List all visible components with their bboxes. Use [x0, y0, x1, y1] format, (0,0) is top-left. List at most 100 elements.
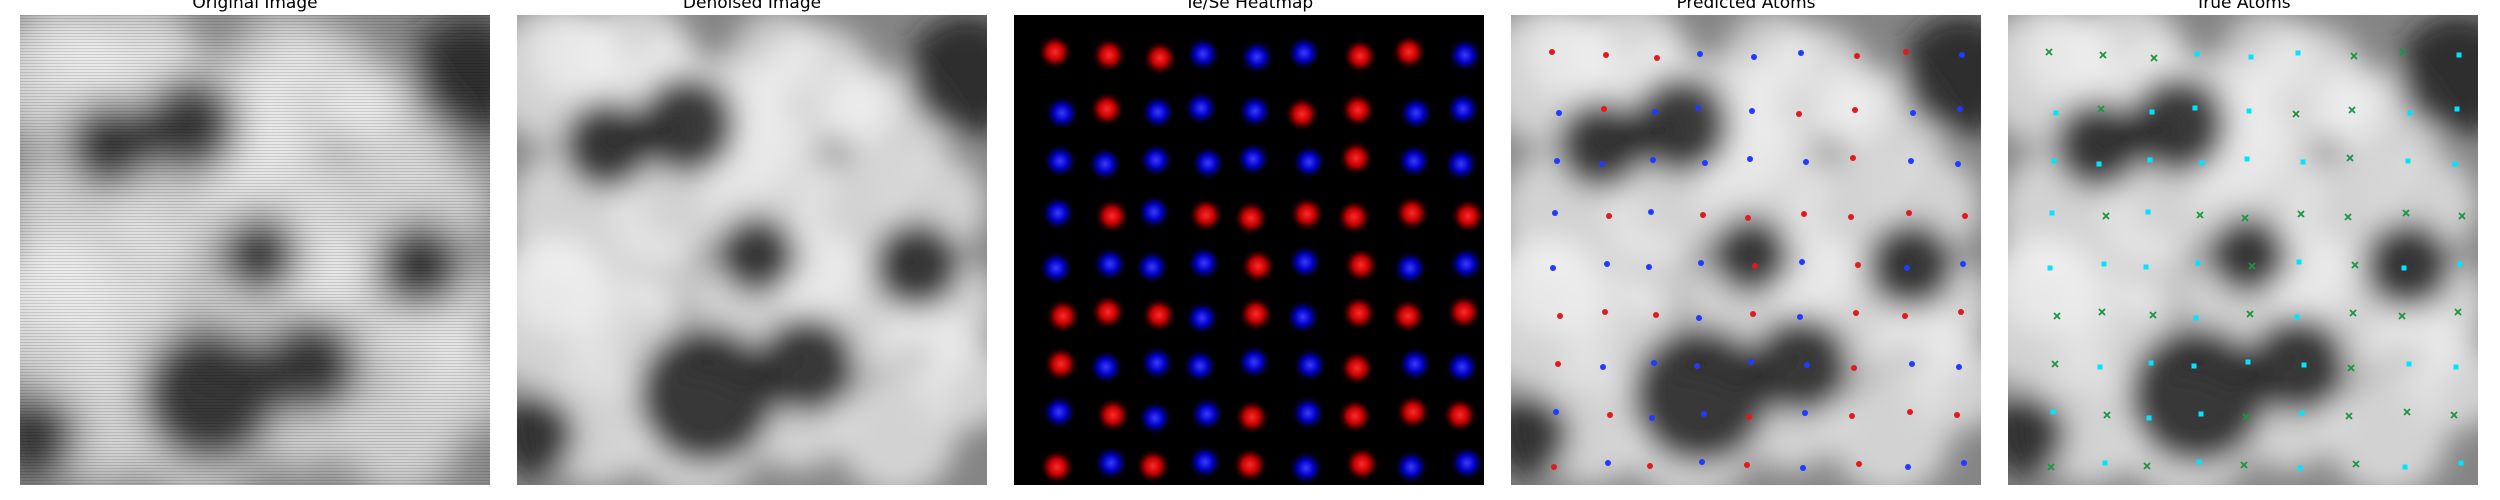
heatmap-spot — [1038, 250, 1074, 286]
heatmap-spot — [1139, 345, 1175, 381]
true-atom — [2454, 106, 2460, 112]
true-atom — [2199, 160, 2205, 166]
true-atom — [2191, 363, 2197, 369]
predicted-atom — [1797, 314, 1803, 320]
heatmap-spot — [1240, 248, 1276, 284]
heatmap-spot — [1184, 300, 1220, 336]
true-atom — [2452, 161, 2458, 167]
true-atom — [2402, 209, 2410, 217]
predicted-atom — [1601, 106, 1607, 112]
predicted-atom — [1552, 210, 1558, 216]
heatmap-spot — [1391, 34, 1427, 70]
true-atom — [2301, 362, 2307, 368]
predicted-atom — [1555, 361, 1561, 367]
heatmap-spot — [1442, 397, 1478, 433]
true-atom — [2150, 54, 2158, 62]
heatmap-spot — [1089, 91, 1125, 127]
predicted-atom — [1850, 155, 1856, 161]
predicted-atom — [1603, 52, 1609, 58]
true-atom — [2246, 310, 2254, 318]
heatmap-spot — [1339, 350, 1375, 386]
heatmap-spot — [1444, 349, 1480, 385]
true-atom — [2148, 360, 2154, 366]
true-atom — [2097, 105, 2105, 113]
predicted-atom — [1698, 260, 1704, 266]
true-atom — [2146, 415, 2152, 421]
heatmap-spot — [1042, 143, 1078, 179]
heatmap-spot — [1447, 37, 1483, 73]
heatmap-spot — [1238, 296, 1274, 332]
predicted-atom — [1553, 409, 1559, 415]
heatmap-spot — [1393, 449, 1429, 485]
heatmap-spot — [1189, 396, 1225, 432]
true-atom — [2241, 214, 2249, 222]
denoised-image — [517, 15, 987, 485]
heatmap-spot — [1136, 194, 1172, 230]
predicted-atom — [1853, 310, 1859, 316]
true-atom — [2192, 105, 2198, 111]
true-atom — [2049, 210, 2055, 216]
true-atom — [2294, 314, 2300, 320]
predicted-atom — [1600, 364, 1606, 370]
heatmap-spot — [1090, 294, 1126, 330]
heatmap-spot — [1186, 245, 1222, 281]
predicted-atom — [1551, 464, 1557, 470]
heatmap-spot — [1044, 95, 1080, 131]
panel-original: Original Image — [20, 0, 490, 500]
predicted-atom — [1856, 461, 1862, 467]
true-atom — [2051, 360, 2059, 368]
predicted-atom — [1557, 313, 1563, 319]
heatmap-spot — [1233, 200, 1269, 236]
true-atom — [2248, 262, 2256, 270]
predicted-atom — [1960, 261, 1966, 267]
true-atom — [2047, 265, 2053, 271]
true-atom — [2296, 259, 2302, 265]
predicted-atom — [1962, 213, 1968, 219]
true-atom — [2051, 158, 2057, 164]
true-atom — [2194, 51, 2200, 57]
panel-predicted: Predicted Atoms — [1511, 0, 1981, 500]
heatmap-spot — [1343, 247, 1379, 283]
heatmap-spot — [1236, 344, 1272, 380]
predicted-atom — [1648, 209, 1654, 215]
predicted-atom — [1799, 259, 1805, 265]
heatmap-spot — [1337, 398, 1373, 434]
predicted-atom — [1750, 311, 1756, 317]
predicted-atom — [1908, 158, 1914, 164]
true-atom — [2102, 212, 2110, 220]
predicted-atom — [1602, 309, 1608, 315]
true-atom — [2292, 110, 2300, 118]
true-atom — [2297, 465, 2303, 471]
predicted-atom — [1606, 213, 1612, 219]
true-atom — [2248, 54, 2254, 60]
heatmap-spot — [1341, 295, 1377, 331]
true-atom — [2198, 411, 2204, 417]
true-atom — [2099, 51, 2107, 59]
true-atom — [2403, 408, 2411, 416]
heatmap-spot — [1336, 199, 1372, 235]
true-atom — [2242, 413, 2250, 421]
panel-title: Original Image — [192, 0, 318, 13]
predicted-atom — [1848, 214, 1854, 220]
predicted-atom — [1798, 50, 1804, 56]
heatmap-spot — [1140, 94, 1176, 130]
true-atom — [2045, 48, 2053, 56]
true-atom — [2399, 48, 2407, 56]
predicted-atom — [1701, 411, 1707, 417]
heatmap-spot — [1445, 91, 1481, 127]
true-atom — [2196, 459, 2202, 465]
true-atom — [2149, 109, 2155, 115]
true-atom — [2352, 460, 2360, 468]
predicted-atom — [1959, 52, 1965, 58]
predicted-atom — [1745, 215, 1751, 221]
heatmap-spot — [1041, 394, 1077, 430]
predicted-atom — [1646, 264, 1652, 270]
true-atom — [2240, 461, 2248, 469]
heatmap-spot — [1182, 348, 1218, 384]
true-atom — [2401, 265, 2407, 271]
heatmap-spot — [1344, 446, 1380, 482]
true-image — [2008, 15, 2478, 485]
panel-true: True Atoms — [2008, 0, 2478, 500]
true-atom — [2348, 106, 2356, 114]
true-atom — [2350, 52, 2358, 60]
